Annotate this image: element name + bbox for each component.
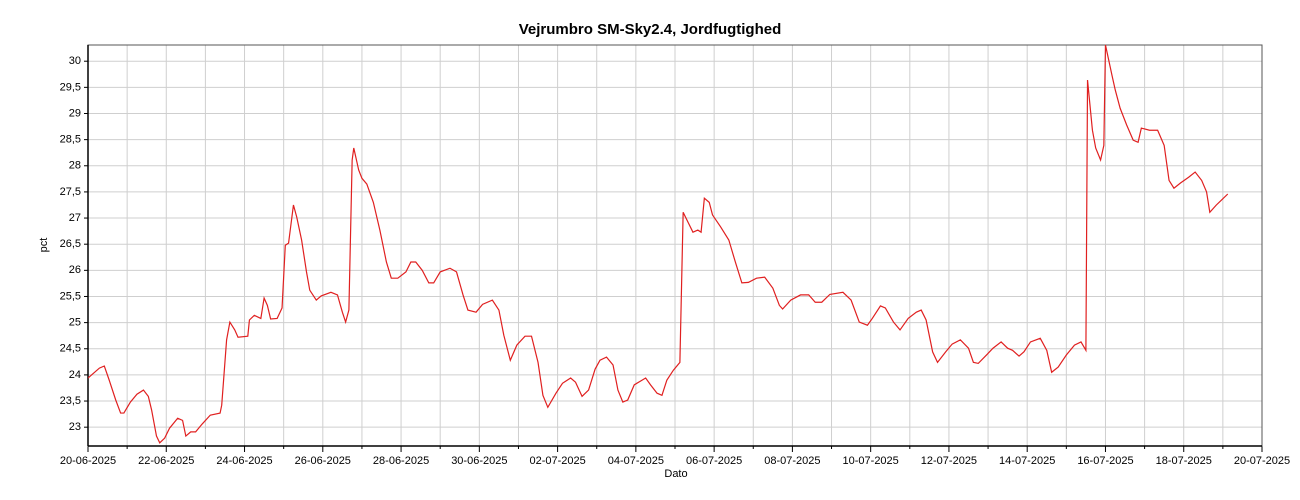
y-tick-label: 27: [69, 212, 81, 224]
y-tick-label: 30: [69, 55, 81, 67]
y-tick-label: 28: [69, 160, 81, 172]
y-tick-label: 29,5: [60, 81, 81, 93]
y-tick-label: 24,5: [60, 343, 81, 355]
y-tick-label: 23,5: [60, 395, 81, 407]
x-axis-label: Dato: [664, 468, 687, 480]
x-tick-label: 10-07-2025: [843, 455, 899, 467]
y-tick-label: 29: [69, 107, 81, 119]
y-tick-label: 25,5: [60, 290, 81, 302]
x-tick-label: 20-07-2025: [1234, 455, 1290, 467]
y-tick-label: 28,5: [60, 134, 81, 146]
x-tick-label: 26-06-2025: [295, 455, 351, 467]
x-tick-label: 22-06-2025: [138, 455, 194, 467]
chart-title: Vejrumbro SM-Sky2.4, Jordfugtighed: [519, 21, 782, 38]
x-tick-label: 20-06-2025: [60, 455, 116, 467]
x-tick-label: 04-07-2025: [608, 455, 664, 467]
y-tick-label: 26,5: [60, 238, 81, 250]
y-tick-label: 26: [69, 264, 81, 276]
x-tick-label: 28-06-2025: [373, 455, 429, 467]
y-tick-label: 25: [69, 317, 81, 329]
x-tick-label: 06-07-2025: [686, 455, 742, 467]
x-tick-label: 24-06-2025: [216, 455, 272, 467]
y-tick-label: 23: [69, 421, 81, 433]
x-tick-label: 02-07-2025: [529, 455, 585, 467]
y-tick-label: 24: [69, 369, 81, 381]
x-tick-label: 16-07-2025: [1077, 455, 1133, 467]
data-line: [88, 44, 1229, 444]
y-axis-label: pct: [38, 238, 50, 253]
y-tick-label: 27,5: [60, 186, 81, 198]
x-tick-label: 12-07-2025: [921, 455, 977, 467]
x-tick-label: 30-06-2025: [451, 455, 507, 467]
x-tick-label: 08-07-2025: [764, 455, 820, 467]
x-tick-label: 18-07-2025: [1156, 455, 1212, 467]
x-tick-label: 14-07-2025: [999, 455, 1055, 467]
